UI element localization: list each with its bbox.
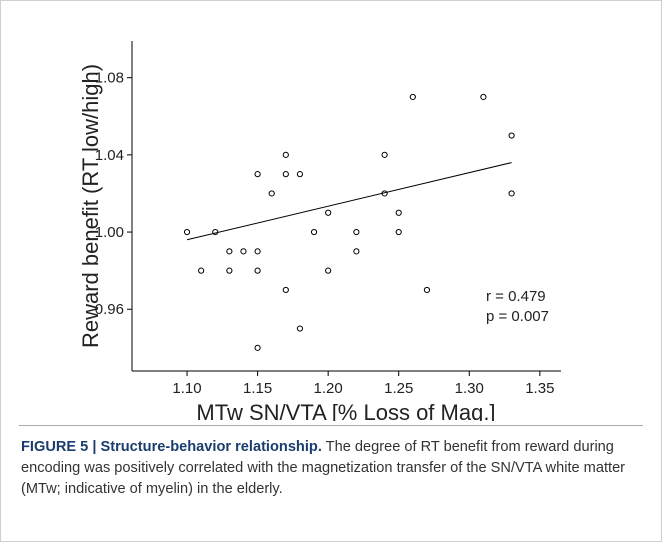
point	[268, 190, 275, 197]
point	[325, 209, 332, 216]
point	[226, 267, 233, 274]
annotation: p = 0.007	[486, 308, 549, 325]
point	[254, 267, 261, 274]
point	[183, 228, 191, 236]
point	[381, 190, 388, 197]
caption: FIGURE 5 | Structure-behavior relationsh…	[21, 437, 646, 500]
point	[395, 209, 402, 216]
point	[296, 325, 304, 332]
caption-label: FIGURE 5 | Structure-behavior relationsh…	[21, 439, 322, 455]
point	[353, 248, 360, 255]
y-axis-title: Reward benefit (RT low/high)	[78, 64, 103, 348]
fit-line	[186, 162, 512, 241]
point	[282, 171, 289, 178]
y-tick-label: 1.04	[95, 147, 124, 164]
point	[423, 286, 431, 294]
point	[282, 286, 289, 294]
x-tick-label: 1.10	[172, 380, 201, 397]
chart: MTw SN/VTA [% Loss of Mag.] Reward benef…	[78, 41, 561, 421]
point	[226, 248, 233, 255]
x-tick-label: 1.20	[314, 380, 343, 397]
y-tick-label: 1.00	[95, 224, 124, 241]
x-tick-label: 1.15	[243, 380, 272, 397]
point	[296, 171, 304, 178]
x-tick-label: 1.35	[525, 380, 554, 397]
point	[310, 228, 318, 236]
point	[325, 267, 332, 274]
point	[508, 190, 515, 197]
point	[254, 248, 261, 255]
point	[508, 132, 515, 139]
point	[212, 228, 219, 236]
point	[254, 171, 261, 178]
point	[353, 228, 360, 236]
x-tick-label: 1.30	[455, 380, 484, 397]
annotation: r = 0.479	[486, 288, 546, 305]
point	[198, 267, 205, 274]
point	[395, 228, 402, 236]
separator	[19, 425, 643, 426]
point	[480, 93, 487, 101]
point	[282, 151, 289, 158]
y-tick-label: 0.96	[95, 301, 124, 318]
point	[254, 344, 261, 351]
x-tick-label: 1.25	[384, 380, 413, 397]
point	[381, 151, 388, 158]
x-axis-title: MTw SN/VTA [% Loss of Mag.]	[196, 400, 495, 421]
point	[409, 93, 416, 101]
y-tick-label: 1.08	[95, 70, 124, 87]
caption-text: The degree of RT benefit from reward dur…	[21, 439, 626, 497]
point	[240, 248, 247, 255]
